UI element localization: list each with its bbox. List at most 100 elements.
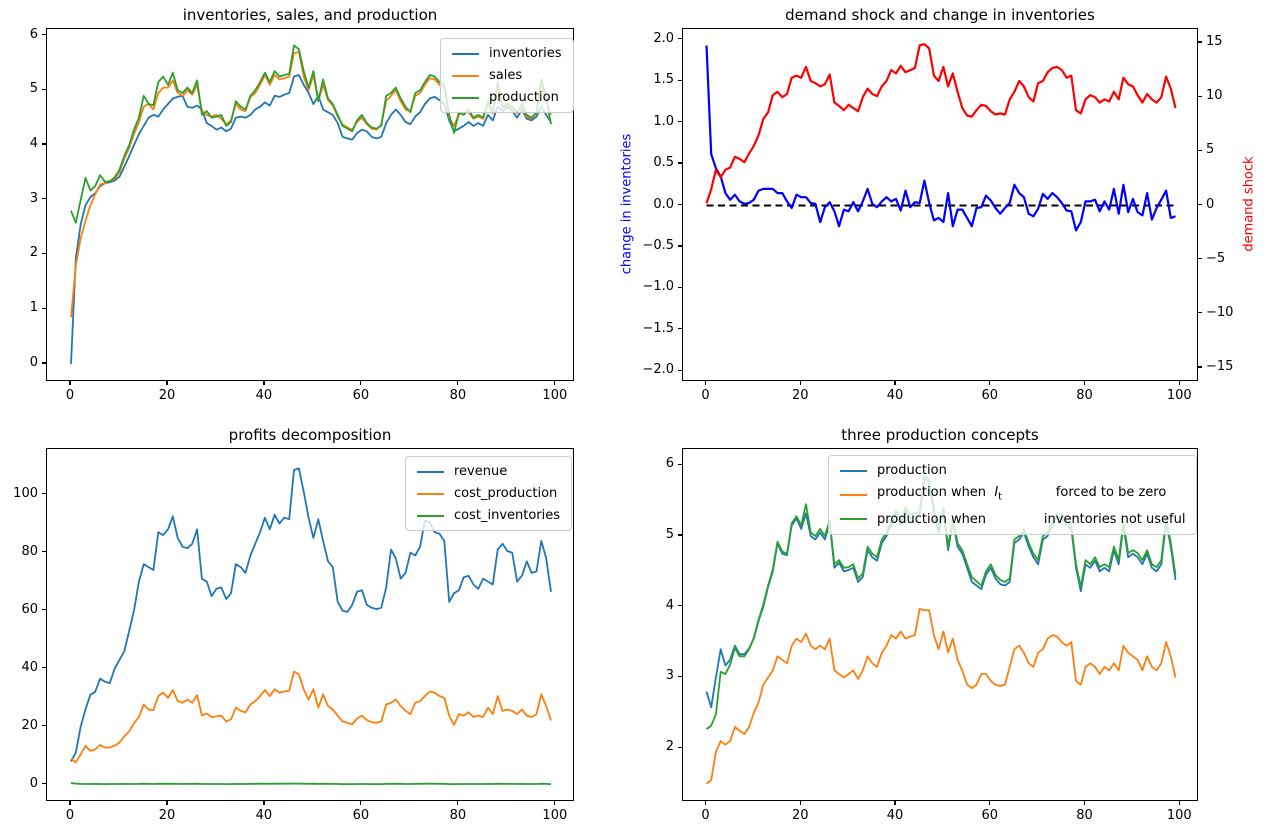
legend-entry: production when inventories not useful — [840, 512, 1185, 527]
x-tick-label: 20 — [158, 808, 176, 823]
y-tick — [678, 328, 682, 330]
subplot-1-title: demand shock and change in inventories — [785, 6, 1095, 24]
y-tick — [42, 88, 46, 90]
x-tick-label: 0 — [65, 808, 75, 823]
legend-line-sample — [840, 469, 867, 472]
y-tick — [42, 724, 46, 727]
x-tick — [704, 381, 707, 385]
legend-line-sample — [452, 52, 479, 55]
x-tick — [263, 801, 265, 805]
x-tick — [704, 801, 707, 805]
y-tick-label: 2 — [29, 245, 38, 261]
y-tick — [42, 33, 46, 36]
x-tick-label: 20 — [791, 388, 809, 403]
y-tick — [42, 492, 46, 495]
y-tick — [42, 666, 46, 669]
legend-label: inventories — [489, 46, 562, 61]
legend-label: sales — [489, 68, 523, 83]
y-tick-label: 2 — [665, 739, 674, 755]
y-tick — [42, 362, 46, 364]
x-tick-label: 60 — [981, 388, 999, 403]
y-tick-label: −2.0 — [642, 362, 674, 378]
x-tick-label: 60 — [352, 388, 370, 403]
y-tick-label: 0 — [29, 775, 38, 791]
y-right-tick-label: 10 — [1206, 88, 1223, 104]
x-tick-label: 80 — [1076, 388, 1093, 403]
x-tick — [457, 801, 459, 805]
y-tick-label: 40 — [21, 659, 38, 675]
y-tick-label: 5 — [29, 81, 38, 97]
x-tick — [69, 381, 71, 385]
y-right-tick — [1198, 203, 1202, 206]
x-tick-label: 20 — [158, 388, 176, 403]
legend-entry: revenue — [417, 464, 560, 479]
x-tick — [360, 801, 362, 805]
x-tick-label: 20 — [791, 808, 809, 823]
line-revenue — [70, 467, 552, 762]
y-tick — [678, 534, 682, 536]
y-tick-label: 1.0 — [653, 113, 674, 129]
y-tick-label: 20 — [21, 717, 38, 733]
y-tick-label: 3 — [665, 668, 674, 684]
x-tick-label: 100 — [1166, 808, 1192, 823]
legend-line-sample — [417, 470, 444, 473]
subplot-2-plot-area — [70, 467, 552, 786]
x-tick-label: 40 — [886, 388, 904, 403]
y-right-tick — [1198, 366, 1202, 368]
y-tick-label: 0 — [29, 354, 38, 370]
y-tick-label: −1.5 — [642, 320, 674, 336]
line-inventories — [70, 74, 552, 364]
y-tick — [678, 746, 682, 748]
y-right-tick-label: −10 — [1206, 304, 1234, 320]
x-tick — [1178, 381, 1180, 385]
legend-entry: production — [452, 90, 562, 105]
x-tick — [263, 381, 265, 385]
legend-label: production — [877, 463, 947, 478]
y-tick — [678, 369, 682, 371]
legend-entry: inventories — [452, 46, 562, 61]
y-right-tick — [1198, 41, 1202, 43]
subplot-1-plot-area — [705, 43, 1177, 232]
x-tick — [166, 381, 168, 385]
y-tick — [678, 675, 682, 678]
y-tick-label: 3 — [29, 190, 38, 206]
line-production — [70, 44, 552, 224]
subplot-3-title: three production concepts — [841, 426, 1039, 444]
x-tick-label: 80 — [449, 388, 467, 403]
line-demand-shock — [705, 43, 1177, 204]
x-tick-label: 0 — [701, 388, 710, 403]
x-tick — [554, 801, 556, 805]
y-tick-label: 5 — [665, 527, 674, 542]
x-tick-label: 100 — [542, 388, 568, 403]
line-sales — [70, 51, 552, 318]
legend-line-sample — [452, 74, 479, 77]
subplot-2-title: profits decomposition — [228, 426, 392, 444]
y-tick-label: 4 — [665, 597, 674, 613]
x-tick — [457, 381, 459, 385]
y-right-tick — [1198, 258, 1202, 260]
x-tick — [1083, 381, 1086, 385]
y-tick-label: 80 — [21, 543, 38, 559]
y-right-tick — [1198, 95, 1202, 97]
y-right-tick — [1198, 149, 1202, 151]
legend-line-sample — [417, 514, 444, 517]
line-cost_production — [70, 670, 552, 764]
x-tick — [989, 381, 991, 385]
y-tick — [42, 252, 46, 255]
y-tick — [42, 782, 46, 785]
y-right-tick-label: 5 — [1206, 142, 1215, 158]
x-tick-label: 80 — [1076, 808, 1093, 823]
legend-entry: production when It forced to be zero — [840, 485, 1185, 505]
x-tick — [894, 381, 896, 385]
y-tick — [678, 463, 682, 465]
x-tick-label: 100 — [1166, 388, 1192, 403]
y-tick-label: −0.5 — [642, 237, 674, 253]
line-cost_inventories — [70, 782, 552, 786]
legend-line-sample — [840, 493, 867, 496]
y-tick-label: −1.0 — [642, 279, 674, 295]
subplot-1 — [682, 28, 1198, 381]
x-tick-label: 40 — [255, 808, 273, 823]
y-tick — [678, 245, 682, 247]
legend-label: production when It forced to be zero — [877, 485, 1167, 503]
